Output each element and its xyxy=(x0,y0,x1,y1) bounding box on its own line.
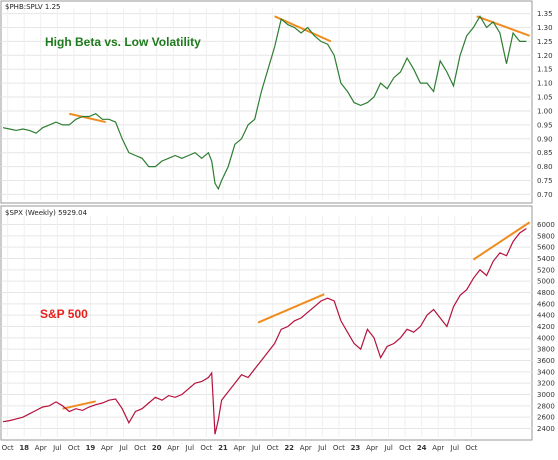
y-tick-label-bottom: 3000 xyxy=(537,391,555,399)
x-tick-label: Oct xyxy=(333,444,345,452)
panel-bottom: 6000 5800 5600 5400 5200 5000 4800 4600 4400 4200… xyxy=(0,205,555,452)
panel-bottom-frame xyxy=(0,205,533,441)
x-ticks: Oct 18 Apr Jul Oct 19 Apr Jul Oct 20 Apr Jul Oct 21 Ap… xyxy=(2,444,478,452)
y-tick-label-bottom: 2800 xyxy=(537,402,555,410)
y-tick-label-bottom: 3800 xyxy=(537,346,555,354)
x-tick-label: Apr xyxy=(366,444,378,452)
y-tick-label-bottom: 2400 xyxy=(537,425,555,433)
y-tick-label-top: 1.25 xyxy=(537,38,553,46)
x-tick-label: Jul xyxy=(118,444,128,452)
x-tick-label: Oct xyxy=(267,444,279,452)
x-tick-label: 18 xyxy=(19,444,29,452)
trend-line-top xyxy=(476,15,531,37)
trend-line-bottom xyxy=(62,400,96,410)
y-tick-label-top: 1.15 xyxy=(537,66,553,74)
x-tick-label: Apr xyxy=(432,444,444,452)
x-tick-label: Jul xyxy=(251,444,261,452)
y-tick-label-bottom: 3200 xyxy=(537,380,555,388)
trend-line-top xyxy=(274,15,332,43)
x-tick-label: Oct xyxy=(399,444,411,452)
x-tick-label: Apr xyxy=(233,444,245,452)
y-tick-label-bottom: 5200 xyxy=(537,266,555,274)
header-top-label: $PHB:SPLV 1.25 xyxy=(5,3,61,11)
y-tick-label-top: 0.90 xyxy=(537,135,553,143)
x-tick-label: Apr xyxy=(101,444,113,452)
x-tick-label: Jul xyxy=(317,444,327,452)
y-tick-label-top: 1.35 xyxy=(537,10,553,18)
x-tick-label: 23 xyxy=(351,444,361,452)
x-tick-label: Oct xyxy=(134,444,146,452)
trend-line-top xyxy=(69,112,106,124)
y-tick-label-top: 0.95 xyxy=(537,121,553,129)
x-tick-label: Oct xyxy=(68,444,80,452)
x-tick-label: Oct xyxy=(200,444,212,452)
grid-top xyxy=(1,8,532,200)
x-tick-label: Jul xyxy=(450,444,460,452)
x-tick-label: Apr xyxy=(300,444,312,452)
y-ticks-top: 1.35 1.30 1.25 1.20 1.15 1.10 1.05 1.00 0.95 0.90… xyxy=(537,10,553,199)
y-tick-label-bottom: 4800 xyxy=(537,289,555,297)
y-tick-label-top: 1.20 xyxy=(537,52,553,60)
y-tick-label-top: 1.30 xyxy=(537,24,553,32)
trend-line-bottom xyxy=(472,221,531,261)
y-tick-label-bottom: 3400 xyxy=(537,368,555,376)
y-tick-label-bottom: 2600 xyxy=(537,414,555,422)
y-tick-label-bottom: 4400 xyxy=(537,312,555,320)
x-tick-label: Jul xyxy=(52,444,62,452)
x-tick-label: 19 xyxy=(86,444,96,452)
y-tick-label-bottom: 5600 xyxy=(537,244,555,252)
y-tick-label-top: 1.00 xyxy=(537,107,553,115)
x-tick-label: 22 xyxy=(284,444,294,452)
panel-top: 1.35 1.30 1.25 1.20 1.15 1.10 1.05 1.00 0.95 0.90… xyxy=(0,0,553,204)
grid-bottom xyxy=(1,216,532,437)
chart-title-top: High Beta vs. Low Volatility xyxy=(45,35,201,49)
y-tick-label-bottom: 4200 xyxy=(537,323,555,331)
x-tick-label: Apr xyxy=(167,444,179,452)
y-tick-label-bottom: 5800 xyxy=(537,232,555,240)
y-tick-label-top: 1.10 xyxy=(537,80,553,88)
y-tick-label-top: 0.70 xyxy=(537,191,553,199)
series-line-top xyxy=(2,15,527,191)
x-tick-label: Oct xyxy=(2,444,14,452)
x-tick-label: 20 xyxy=(152,444,162,452)
trend-bottom xyxy=(62,221,531,410)
y-tick-label-top: 0.85 xyxy=(537,149,553,157)
x-tick-label: Jul xyxy=(185,444,195,452)
y-tick-label-top: 1.05 xyxy=(537,94,553,102)
x-tick-label: Apr xyxy=(35,444,47,452)
y-tick-label-bottom: 6000 xyxy=(537,221,555,229)
trend-line-bottom xyxy=(257,293,325,324)
y-tick-label-bottom: 3600 xyxy=(537,357,555,365)
x-tick-label: Oct xyxy=(465,444,477,452)
y-tick-label-bottom: 5400 xyxy=(537,255,555,263)
y-tick-label-bottom: 5000 xyxy=(537,278,555,286)
x-tick-label: Jul xyxy=(383,444,393,452)
y-tick-label-top: 0.80 xyxy=(537,163,553,171)
x-tick-label: 24 xyxy=(417,444,427,452)
chart-title-bottom: S&P 500 xyxy=(40,307,88,321)
series-line-bottom xyxy=(2,228,527,435)
x-tick-label: 21 xyxy=(218,444,228,452)
y-ticks-bottom: 6000 5800 5600 5400 5200 5000 4800 4600 4400 4200… xyxy=(537,221,555,433)
y-tick-label-bottom: 4000 xyxy=(537,334,555,342)
trend-top xyxy=(69,15,531,124)
panel-top-frame xyxy=(0,0,533,204)
y-tick-label-top: 0.75 xyxy=(537,177,553,185)
header-bottom-label: $SPX (Weekly) 5929.04 xyxy=(5,209,88,217)
y-tick-label-bottom: 4600 xyxy=(537,300,555,308)
